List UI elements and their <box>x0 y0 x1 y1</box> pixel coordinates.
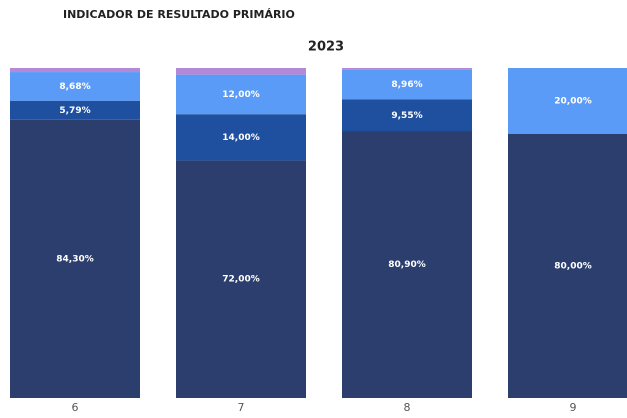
data-label: 12,00% <box>222 90 260 100</box>
bar-segment <box>10 119 140 398</box>
bar-segment <box>10 100 140 120</box>
data-label: 5,79% <box>59 106 90 116</box>
data-label: 80,00% <box>554 262 592 272</box>
bar-segment <box>10 72 140 101</box>
chart-title: INDICADOR DE RESULTADO PRIMÁRIO <box>63 8 295 21</box>
data-label: 8,68% <box>59 82 90 92</box>
bar-segment <box>10 68 140 73</box>
bar-segment <box>176 114 306 161</box>
data-label: 84,30% <box>56 254 94 264</box>
x-tick-label: 8 <box>404 401 411 414</box>
data-label: 20,00% <box>554 97 592 107</box>
data-label: 9,55% <box>391 111 422 121</box>
bar-segment <box>176 68 306 75</box>
bar-segment <box>176 74 306 115</box>
data-label: 80,90% <box>388 260 426 270</box>
x-tick-label: 6 <box>72 401 79 414</box>
bar-segment <box>342 68 472 70</box>
chart-subtitle: 2023 <box>308 40 344 55</box>
data-label: 8,96% <box>391 80 422 90</box>
bar-segment <box>342 69 472 100</box>
data-label: 72,00% <box>222 275 260 285</box>
x-tick-label: 9 <box>570 401 577 414</box>
bar-segment <box>342 131 472 398</box>
bar-segment <box>176 160 306 398</box>
data-label: 14,00% <box>222 133 260 143</box>
bar-segment <box>342 99 472 132</box>
bar-segment <box>508 68 627 134</box>
x-tick-label: 7 <box>238 401 245 414</box>
bar-segment <box>508 134 627 398</box>
